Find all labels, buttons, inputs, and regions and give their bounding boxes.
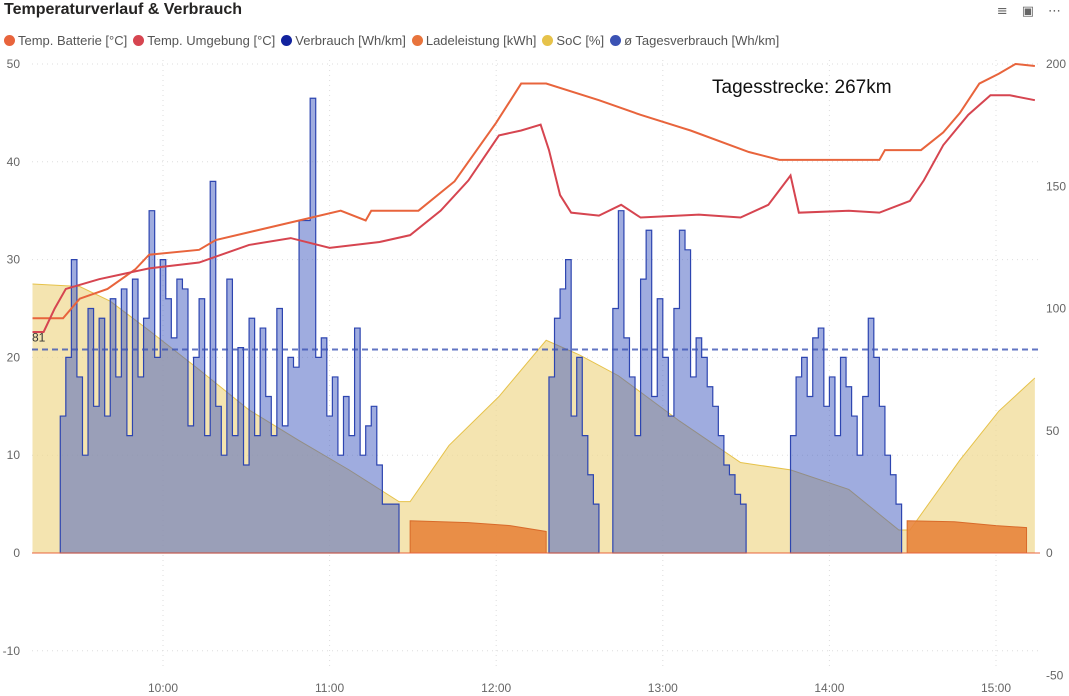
legend-marker (411, 35, 423, 46)
legend-marker (542, 35, 554, 46)
verbrauch-area (789, 317, 903, 554)
x-tick-label: 11:00 (315, 681, 344, 695)
legend-marker (610, 35, 622, 46)
temp-batterie-line (32, 62, 1035, 320)
legend-marker (133, 35, 145, 46)
legend-item[interactable]: Temp. Umgebung [°C] (133, 33, 275, 48)
y-left-tick-label: 30 (7, 253, 21, 267)
legend-label: SoC [%] (556, 33, 605, 48)
legend: Temp. Batterie [°C] Temp. Umgebung [°C] Ve… (4, 33, 779, 48)
y-right-tick-label: 50 (1046, 424, 1060, 438)
more-options-icon[interactable]: ⋯ (1048, 4, 1061, 19)
y-right-tick-label: 100 (1046, 302, 1066, 316)
verbrauch-area (59, 97, 400, 554)
filter-icon[interactable]: ≡ (996, 4, 1008, 19)
y-right-tick-label: 200 (1046, 57, 1066, 71)
y-left-tick-label: -10 (3, 644, 21, 658)
legend-label: Verbrauch [Wh/km] (295, 33, 406, 48)
legend-label: Ladeleistung [kWh] (425, 33, 537, 48)
x-tick-label: 10:00 (148, 681, 178, 695)
chart-title: Temperaturverlauf & Verbrauch (4, 1, 243, 18)
legend-item[interactable]: ø Tagesverbrauch [Wh/km] (610, 33, 779, 48)
legend-item[interactable]: Temp. Batterie [°C] (4, 33, 127, 48)
legend-item[interactable]: Verbrauch [Wh/km] (281, 33, 406, 48)
tagesstrecke-annotation: Tagesstrecke: 267km (712, 77, 892, 98)
y-left-tick-label: 50 (7, 57, 21, 71)
y-left-tick-label: 0 (13, 546, 20, 560)
verbrauch-area (612, 210, 747, 554)
focus-mode-icon[interactable]: ▣ (1021, 4, 1034, 19)
x-tick-label: 15:00 (981, 681, 1011, 695)
y-left-tick-label: 40 (7, 155, 21, 169)
y-right-tick-label: 0 (1046, 546, 1053, 560)
legend-marker (281, 35, 293, 46)
legend-item[interactable]: Ladeleistung [kWh] (411, 33, 537, 48)
x-tick-label: 12:00 (481, 681, 511, 695)
legend-label: Temp. Umgebung [°C] (147, 33, 276, 48)
verbrauch-area (548, 259, 600, 554)
legend-label: ø Tagesverbrauch [Wh/km] (624, 33, 780, 48)
y-right-tick-label: 150 (1046, 179, 1066, 193)
y-right-tick-label: -50 (1046, 668, 1064, 682)
y-left-tick-label: 10 (7, 448, 21, 462)
x-tick-label: 14:00 (814, 681, 844, 695)
y-left-tick-label: 20 (7, 350, 21, 364)
avg-verbrauch-label: 81 (32, 330, 46, 344)
legend-item[interactable]: SoC [%] (542, 33, 604, 48)
legend-marker (4, 35, 15, 46)
temp-umgebung-line (32, 94, 1036, 333)
legend-label: Temp. Batterie [°C] (18, 33, 128, 48)
x-tick-label: 13:00 (648, 681, 678, 695)
visual-header-icons: ≡ ▣ ⋯ (997, 4, 1061, 19)
